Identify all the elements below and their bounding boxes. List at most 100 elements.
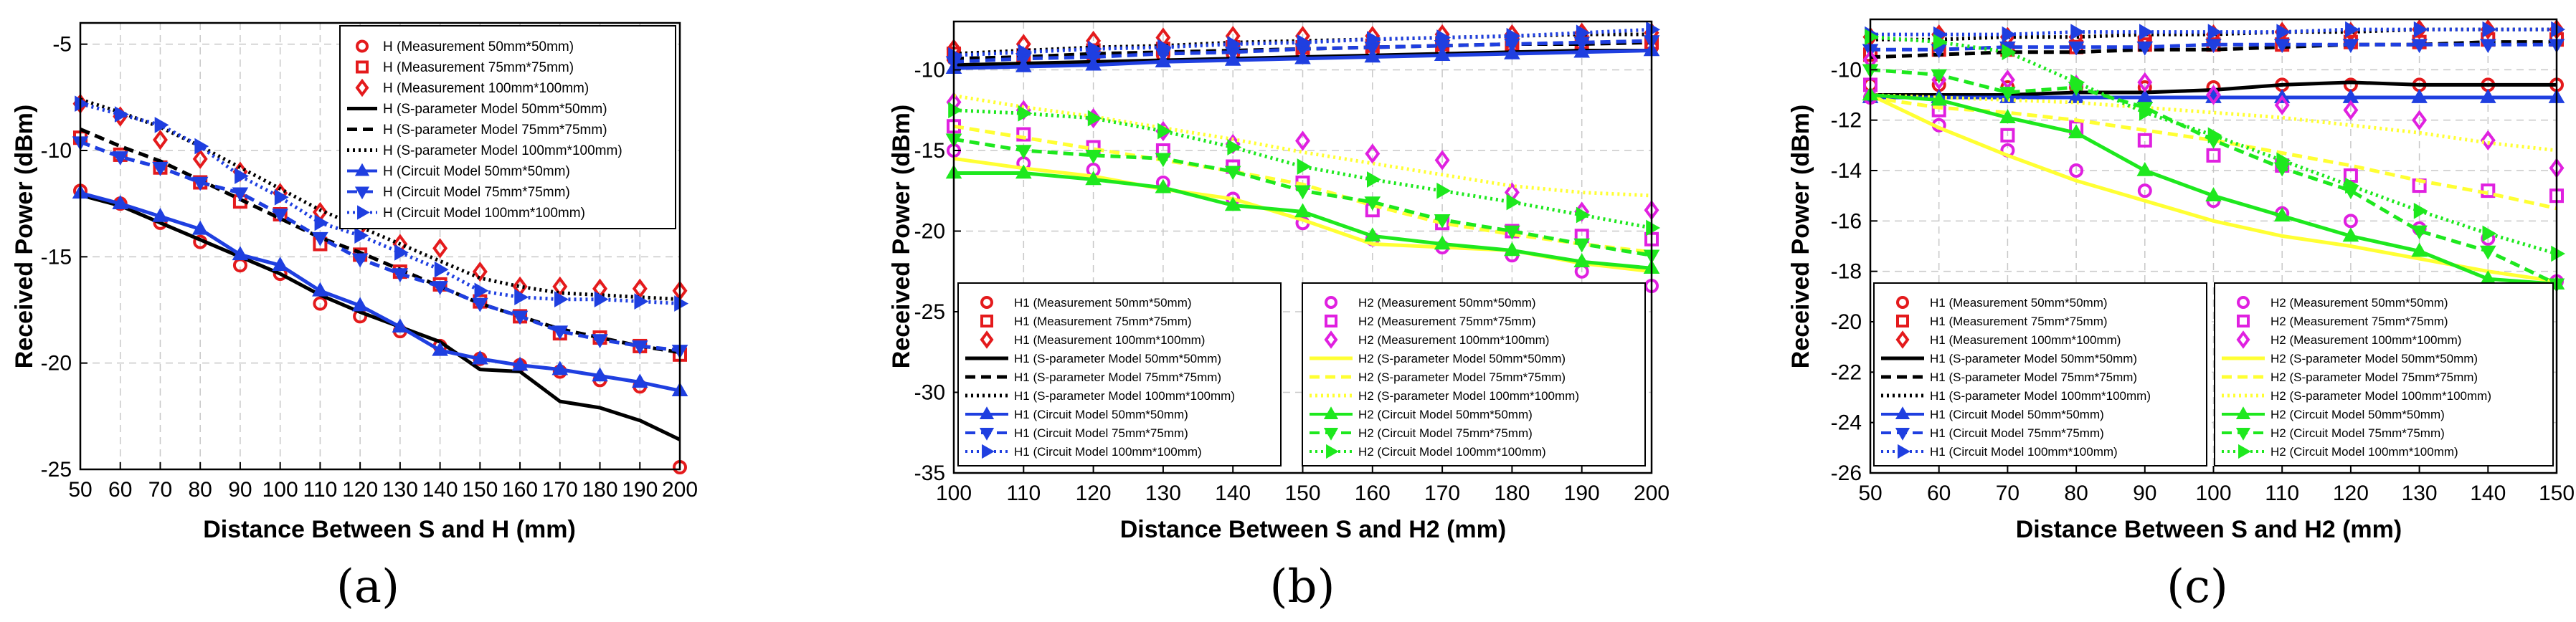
marker-triangle-right: [354, 227, 369, 244]
series: [1865, 29, 2566, 262]
legend-box: [1873, 282, 2207, 466]
x-tick-label: 200: [1634, 482, 1670, 505]
legend-entry: H2 (Measurement 75mm*75mm): [1325, 315, 1536, 328]
marker-triangle-up: [2068, 124, 2085, 139]
x-tick-label: 80: [189, 478, 212, 502]
marker-square: [980, 315, 993, 327]
plot-area: 50 60 70 80 90 100 110 120 130 140 150 -26 -24 -22 -20…: [1831, 18, 2575, 505]
marker-triangle-down: [1224, 166, 1241, 181]
marker-diamond: [2274, 95, 2290, 115]
marker-triangle-down: [551, 325, 569, 340]
marker-triangle-down: [2479, 245, 2496, 260]
legend-entry: H1 (Circuit Model 50mm*50mm): [965, 406, 1188, 421]
marker-triangle-down: [152, 161, 169, 176]
marker-triangle-down: [2136, 41, 2154, 56]
plot-area: 50 60 70 80 90 100 110 120 130 140 150 160 170 180 190…: [41, 21, 698, 502]
panel-c: Received Power (dBm) Distance Between S …: [1787, 105, 2402, 613]
marker-triangle-down: [592, 334, 608, 349]
marker-triangle-right: [2207, 24, 2222, 40]
marker-diamond: [1434, 150, 1450, 171]
y-tick-label: -24: [1831, 411, 1862, 435]
marker-triangle-down: [2235, 428, 2251, 441]
marker-triangle-up: [1999, 109, 2016, 123]
x-tick-label: 130: [2402, 482, 2438, 505]
marker-circle: [2343, 214, 2358, 229]
marker-triangle-down: [2411, 39, 2428, 54]
x-tick-label: 80: [2064, 482, 2088, 505]
legend-label: H1 (S-parameter Model 75mm*75mm): [1930, 370, 2137, 384]
marker-triangle-down: [2342, 39, 2359, 54]
legend-label: H2 (S-parameter Model 100mm*100mm): [2270, 389, 2491, 403]
marker-triangle-up: [511, 356, 529, 371]
marker-triangle-up: [1895, 406, 1910, 419]
marker-triangle-down: [472, 297, 488, 312]
x-axis-label: Distance Between S and H2 (mm): [1120, 516, 1506, 543]
marker-triangle-right: [1367, 171, 1381, 188]
marker-triangle-right: [394, 244, 409, 261]
legend-label: H2 (S-parameter Model 50mm*50mm): [1358, 352, 1566, 365]
legend-entry: H1 (Measurement 75mm*75mm): [980, 315, 1192, 328]
marker-diamond: [1365, 143, 1381, 164]
marker-square: [2237, 315, 2250, 327]
marker-triangle-right: [1646, 21, 1661, 38]
x-axis-label: Distance Between S and H2 (mm): [2016, 516, 2402, 543]
series: [80, 97, 681, 302]
y-tick-label: -12: [1831, 109, 1862, 133]
x-tick-label: 190: [1564, 482, 1600, 505]
marker-triangle-up: [1434, 235, 1451, 250]
series-line: [80, 128, 681, 355]
legend-entry: H1 (Measurement 100mm*100mm): [980, 330, 1205, 349]
marker-triangle-right: [2002, 26, 2017, 43]
legend-label: H2 (Circuit Model 100mm*100mm): [2270, 445, 2458, 459]
panel-a: Received Power (dBm) Distance Between S …: [11, 105, 576, 613]
marker-triangle-right: [1297, 158, 1312, 175]
series-line: [953, 108, 1652, 230]
marker-triangle-down: [979, 428, 995, 441]
legend-label: H1 (Measurement 50mm*50mm): [1930, 296, 2108, 310]
legend-entry: H2 (Measurement 75mm*75mm): [2237, 315, 2448, 328]
marker-diamond: [980, 330, 994, 349]
marker-triangle-up: [2273, 207, 2291, 222]
marker-triangle-down: [2273, 39, 2291, 54]
x-tick-label: 60: [1927, 482, 1951, 505]
x-tick-label: 50: [68, 478, 92, 502]
marker-triangle-down: [432, 281, 448, 295]
legend-box: [1302, 282, 1646, 466]
y-tick-label: -10: [1831, 58, 1862, 82]
legend-label: H1 (Circuit Model 50mm*50mm): [1930, 408, 2104, 421]
marker-triangle-right: [2482, 225, 2497, 242]
marker-triangle-down: [1931, 69, 1948, 84]
marker-triangle-down: [112, 151, 129, 166]
marker-triangle-right: [2139, 104, 2154, 121]
marker-triangle-right: [982, 444, 995, 459]
y-tick-label: -30: [914, 381, 945, 405]
marker-square: [356, 60, 369, 74]
x-tick-label: 120: [1076, 482, 1112, 505]
legend-label: H1 (Measurement 50mm*50mm): [1014, 296, 1192, 310]
marker-diamond: [1324, 330, 1338, 349]
marker-triangle-down: [2411, 225, 2428, 240]
legend-label: H2 (Circuit Model 100mm*100mm): [1358, 445, 1546, 459]
legend-label: H1 (Measurement 75mm*75mm): [1930, 315, 2108, 328]
marker-triangle-up: [152, 207, 169, 222]
marker-triangle-right: [1157, 123, 1172, 140]
legend-entry: H1 (S-parameter Model 100mm*100mm): [1881, 389, 2151, 403]
legend-entry: H1 (Circuit Model 50mm*50mm): [1881, 406, 2104, 421]
marker-circle: [356, 39, 369, 53]
marker-triangle-down: [1895, 428, 1910, 441]
x-tick-label: 180: [1494, 482, 1530, 505]
marker-triangle-right: [2551, 21, 2566, 38]
marker-circle: [2069, 163, 2084, 178]
marker-triangle-right: [1506, 27, 1521, 44]
y-axis-label: Received Power (dBm): [11, 105, 38, 368]
marker-square: [2137, 133, 2152, 148]
marker-triangle-right: [154, 117, 169, 133]
legend-entry: H (Circuit Model 50mm*50mm): [347, 163, 570, 179]
marker-triangle-right: [2551, 245, 2566, 262]
marker-triangle-up: [2411, 242, 2428, 257]
marker-triangle-right: [1865, 29, 1880, 45]
series-line: [80, 97, 681, 302]
x-tick-label: 130: [382, 478, 418, 502]
legend-label: H2 (S-parameter Model 75mm*75mm): [1358, 370, 1566, 384]
